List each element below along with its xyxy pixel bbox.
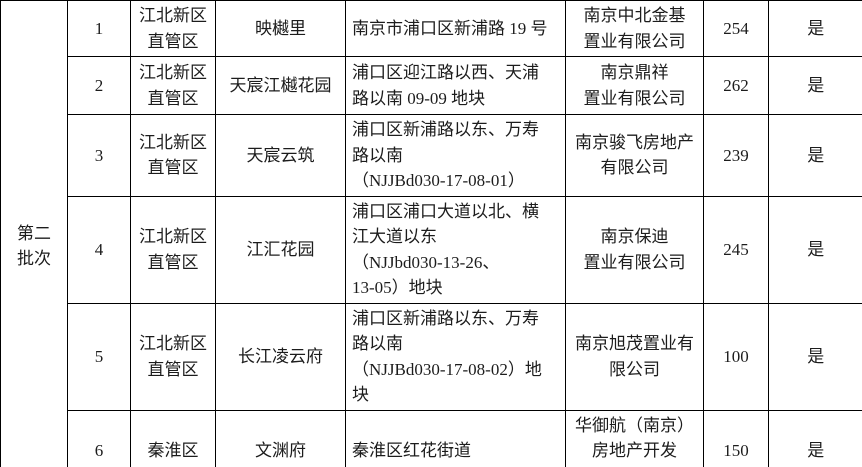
district-cell: 江北新区 直管区 (130, 0, 216, 57)
address-cell: 浦口区新浦路以东、万寿 路以南 （NJJBd030-17-08-01） (345, 114, 566, 197)
table-row: 3 江北新区 直管区 天宸云筑 浦口区新浦路以东、万寿 路以南 （NJJBd03… (1, 114, 862, 197)
project-name-cell: 长江凌云府 (215, 302, 346, 411)
approval-cell: 是 (768, 56, 862, 115)
address-cell: 浦口区新浦路以东、万寿 路以南 （NJJBd030-17-08-02）地 块 (345, 302, 566, 411)
approval-cell: 是 (768, 114, 862, 197)
table-row: 6 秦淮区 文渊府 秦淮区红花街道 华御航（南京） 房地产开发 有限公司 150… (1, 409, 862, 467)
company-cell: 南京鼎祥 置业有限公司 (565, 56, 704, 115)
company-cell: 华御航（南京） 房地产开发 有限公司 (565, 409, 704, 467)
company-cell: 南京旭茂置业有 限公司 (565, 302, 704, 411)
row-number-cell: 4 (67, 195, 131, 304)
approval-cell: 是 (768, 302, 862, 411)
quota-cell: 262 (703, 56, 769, 115)
company-cell: 南京中北金基 置业有限公司 (565, 0, 704, 57)
address-cell: 秦淮区红花街道 (345, 409, 566, 467)
approval-cell: 是 (768, 195, 862, 304)
table-row: 4 江北新区 直管区 江汇花园 浦口区浦口大道以北、横 江大道以东 （NJJbd… (1, 195, 862, 304)
company-cell: 南京骏飞房地产 有限公司 (565, 114, 704, 197)
project-name-cell: 文渊府 (215, 409, 346, 467)
district-cell: 江北新区 直管区 (130, 195, 216, 304)
approval-cell: 是 (768, 0, 862, 57)
batch-cell: 第二 批次 (0, 0, 68, 467)
quota-cell: 245 (703, 195, 769, 304)
company-cell: 南京保迪 置业有限公司 (565, 195, 704, 304)
quota-cell: 100 (703, 302, 769, 411)
quota-cell: 254 (703, 0, 769, 57)
row-number-cell: 6 (67, 409, 131, 467)
quota-cell: 239 (703, 114, 769, 197)
district-cell: 秦淮区 (130, 409, 216, 467)
address-cell: 南京市浦口区新浦路 19 号 (345, 0, 566, 57)
approval-cell: 是 (768, 409, 862, 467)
row-number-cell: 3 (67, 114, 131, 197)
row-number-cell: 5 (67, 302, 131, 411)
row-number-cell: 2 (67, 56, 131, 115)
district-cell: 江北新区 直管区 (130, 114, 216, 197)
project-name-cell: 天宸江樾花园 (215, 56, 346, 115)
address-cell: 浦口区迎江路以西、天浦 路以南 09-09 地块 (345, 56, 566, 115)
table-row: 2 江北新区 直管区 天宸江樾花园 浦口区迎江路以西、天浦 路以南 09-09 … (1, 56, 862, 115)
project-name-cell: 江汇花园 (215, 195, 346, 304)
project-name-cell: 天宸云筑 (215, 114, 346, 197)
quota-cell: 150 (703, 409, 769, 467)
district-cell: 江北新区 直管区 (130, 56, 216, 115)
address-cell: 浦口区浦口大道以北、横 江大道以东 （NJJbd030-13-26、 13-05… (345, 195, 566, 304)
row-number-cell: 1 (67, 0, 131, 57)
project-name-cell: 映樾里 (215, 0, 346, 57)
table-row: 5 江北新区 直管区 长江凌云府 浦口区新浦路以东、万寿 路以南 （NJJBd0… (1, 302, 862, 411)
district-cell: 江北新区 直管区 (130, 302, 216, 411)
